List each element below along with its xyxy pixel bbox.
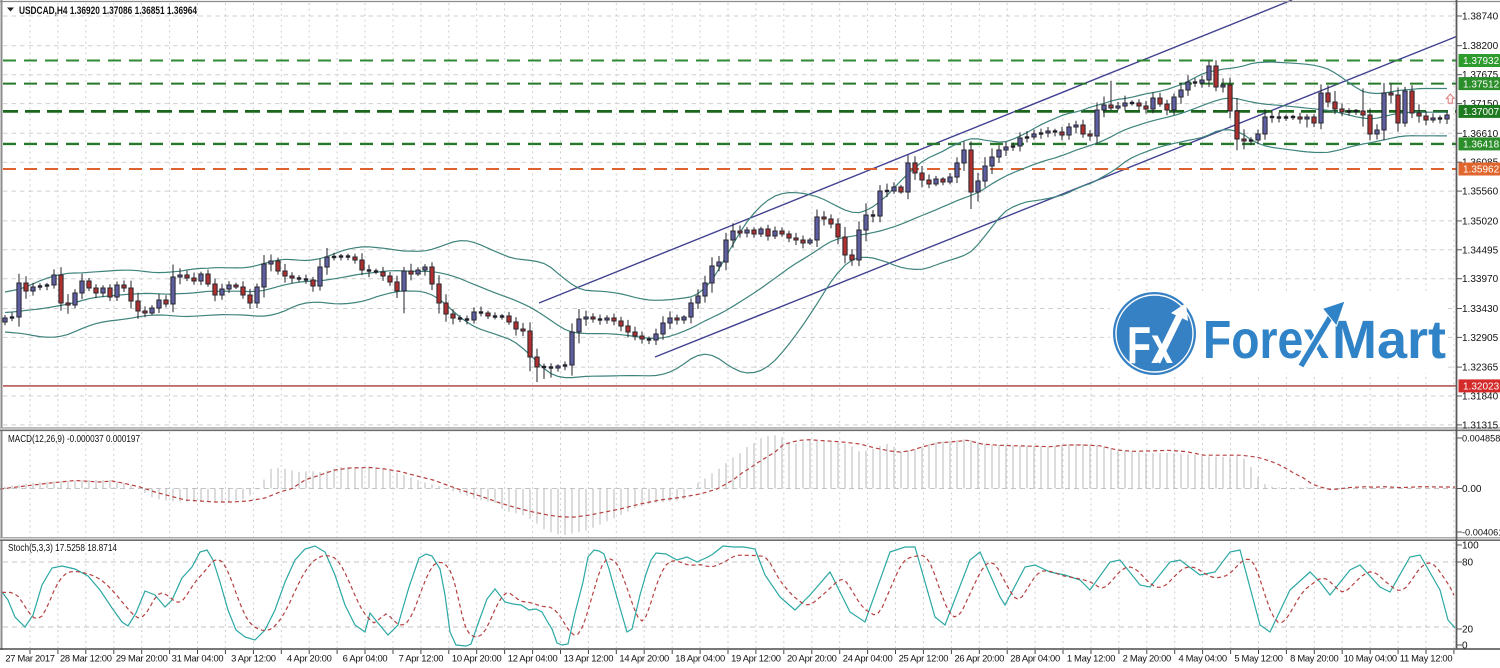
svg-text:27 Mar 2017: 27 Mar 2017 [5, 653, 54, 664]
svg-text:3 Apr 12:00: 3 Apr 12:00 [231, 653, 276, 664]
svg-text:1.37675: 1.37675 [1462, 70, 1499, 81]
svg-text:19 Apr 12:00: 19 Apr 12:00 [731, 653, 781, 664]
svg-text:24 Apr 04:00: 24 Apr 04:00 [843, 653, 893, 664]
svg-text:1 May 12:00: 1 May 12:00 [1067, 653, 1115, 664]
svg-text:1.37512: 1.37512 [1463, 79, 1500, 90]
svg-text:12 Apr 04:00: 12 Apr 04:00 [508, 653, 558, 664]
svg-text:Mart: Mart [1332, 310, 1446, 370]
svg-text:29 Mar 20:00: 29 Mar 20:00 [116, 653, 168, 664]
svg-text:26 Apr 20:00: 26 Apr 20:00 [955, 653, 1005, 664]
svg-text:10 May 04:00: 10 May 04:00 [1344, 653, 1397, 664]
svg-text:7 Apr 12:00: 7 Apr 12:00 [399, 653, 444, 664]
svg-text:8 May 20:00: 8 May 20:00 [1290, 653, 1338, 664]
svg-text:2 May 20:00: 2 May 20:00 [1123, 653, 1171, 664]
svg-text:20: 20 [1462, 625, 1474, 636]
svg-text:1.37932: 1.37932 [1463, 56, 1500, 67]
svg-text:0.004858: 0.004858 [1462, 434, 1500, 444]
svg-text:1.35020: 1.35020 [1462, 216, 1499, 227]
svg-text:1.38200: 1.38200 [1462, 41, 1499, 52]
svg-text:1.33970: 1.33970 [1462, 274, 1499, 285]
svg-text:14 Apr 20:00: 14 Apr 20:00 [619, 653, 669, 664]
svg-text:1.37007: 1.37007 [1463, 107, 1500, 118]
svg-text:28 Apr 04:00: 28 Apr 04:00 [1010, 653, 1060, 664]
svg-text:0: 0 [1462, 641, 1468, 652]
svg-text:Stoch(5,3,3) 17.5258 18.8714: Stoch(5,3,3) 17.5258 18.8714 [8, 543, 117, 554]
svg-text:6 Apr 04:00: 6 Apr 04:00 [343, 653, 388, 664]
svg-text:1.36610: 1.36610 [1462, 129, 1499, 140]
svg-text:-0.004061: -0.004061 [1462, 528, 1500, 538]
svg-text:4 Apr 20:00: 4 Apr 20:00 [287, 653, 332, 664]
svg-text:80: 80 [1462, 558, 1474, 569]
svg-text:25 Apr 12:00: 25 Apr 12:00 [899, 653, 949, 664]
svg-text:USDCAD,H4 1.36920 1.37086 1.3: USDCAD,H4 1.36920 1.37086 1.36851 1.3696… [19, 5, 198, 17]
svg-text:100: 100 [1462, 541, 1479, 552]
svg-text:1.31315: 1.31315 [1462, 420, 1499, 431]
svg-text:1.34495: 1.34495 [1462, 245, 1499, 256]
svg-text:13 Apr 12:00: 13 Apr 12:00 [564, 653, 614, 664]
svg-text:1.32023: 1.32023 [1463, 382, 1500, 393]
svg-text:1.35560: 1.35560 [1462, 187, 1499, 198]
svg-text:1.33430: 1.33430 [1462, 304, 1499, 315]
svg-text:11 May 12:00: 11 May 12:00 [1400, 653, 1453, 664]
svg-text:18 Apr 04:00: 18 Apr 04:00 [675, 653, 725, 664]
svg-text:0.00: 0.00 [1462, 484, 1482, 495]
svg-text:MACD(12,26,9) -0.000037 0.0001: MACD(12,26,9) -0.000037 0.000197 [8, 434, 140, 445]
svg-text:1.37150: 1.37150 [1462, 99, 1499, 110]
svg-text:20 Apr 20:00: 20 Apr 20:00 [787, 653, 837, 664]
svg-text:28 Mar 12:00: 28 Mar 12:00 [60, 653, 112, 664]
svg-text:1.36418: 1.36418 [1463, 140, 1500, 151]
svg-text:1.35962: 1.35962 [1463, 165, 1500, 176]
svg-text:1.32365: 1.32365 [1462, 363, 1499, 374]
svg-text:31 Mar 04:00: 31 Mar 04:00 [172, 653, 224, 664]
svg-text:4 May 04:00: 4 May 04:00 [1178, 653, 1226, 664]
svg-text:1.31840: 1.31840 [1462, 392, 1499, 403]
svg-text:10 Apr 20:00: 10 Apr 20:00 [452, 653, 502, 664]
svg-text:1.38740: 1.38740 [1462, 12, 1499, 23]
svg-text:Forex: Forex [1203, 310, 1329, 370]
svg-text:5 May 12:00: 5 May 12:00 [1234, 653, 1282, 664]
svg-text:1.32905: 1.32905 [1462, 333, 1499, 344]
